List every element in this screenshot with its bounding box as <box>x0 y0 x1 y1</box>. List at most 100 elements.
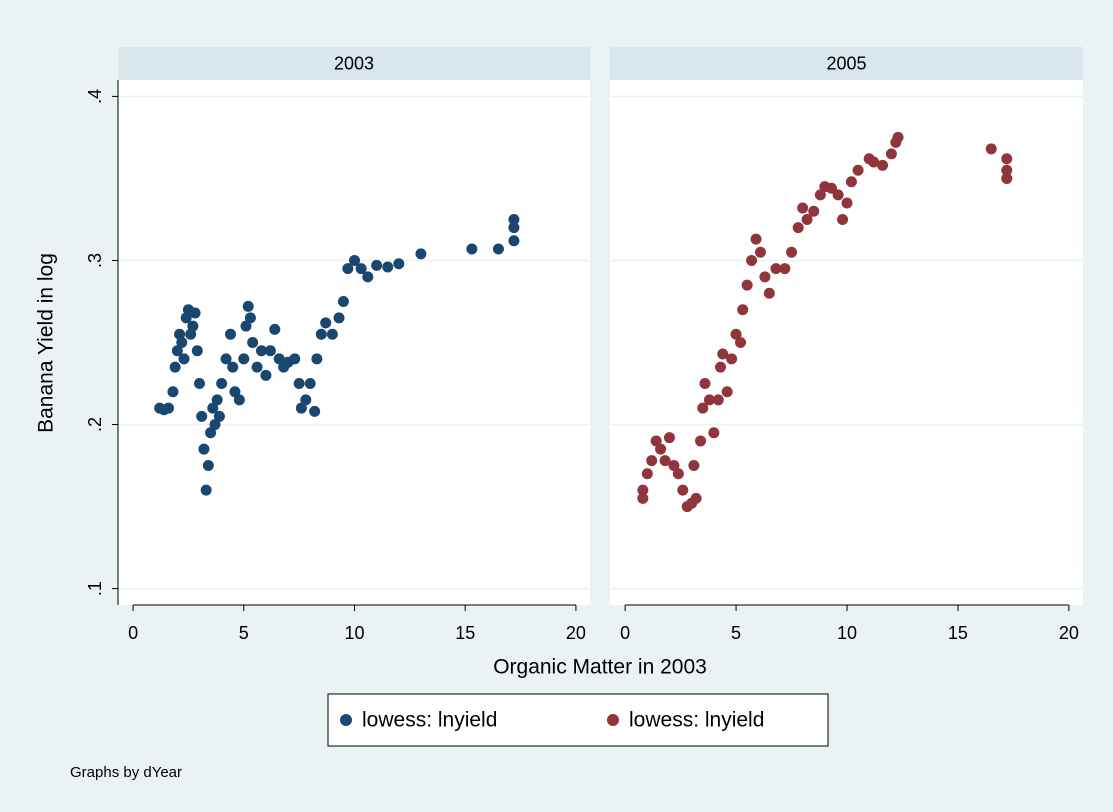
point <box>196 410 208 422</box>
point <box>273 353 285 365</box>
point <box>320 317 332 329</box>
point <box>393 258 405 270</box>
point <box>300 394 312 406</box>
point <box>868 156 880 168</box>
point <box>466 243 478 255</box>
point <box>295 402 307 414</box>
point <box>176 337 188 348</box>
point <box>355 263 367 275</box>
x-tick-label: 5 <box>731 623 741 643</box>
strip <box>610 47 1083 80</box>
point <box>220 353 232 365</box>
point <box>741 279 753 291</box>
point <box>677 484 689 496</box>
strip <box>118 47 590 80</box>
point <box>256 345 267 357</box>
point <box>508 213 520 225</box>
point <box>1001 172 1013 184</box>
point <box>814 189 826 201</box>
point <box>637 484 649 496</box>
point <box>309 405 321 417</box>
point <box>229 386 241 398</box>
point <box>213 410 225 422</box>
point <box>167 386 179 398</box>
y-tick-label: .4 <box>85 89 105 104</box>
point <box>342 263 354 275</box>
legend-marker <box>340 714 352 726</box>
point <box>832 189 844 201</box>
legend-marker <box>607 714 619 726</box>
x-tick-label: 20 <box>566 623 586 643</box>
y-tick-label: .3 <box>85 253 105 268</box>
panel-title: 2005 <box>826 53 866 73</box>
point <box>216 378 228 390</box>
point <box>695 435 707 447</box>
point <box>841 197 853 209</box>
point <box>779 263 791 275</box>
point <box>225 328 236 340</box>
point <box>734 337 746 348</box>
point <box>371 259 383 271</box>
point <box>293 378 305 390</box>
x-tick-label: 15 <box>455 623 475 643</box>
point <box>721 386 733 398</box>
point <box>885 148 897 160</box>
point <box>801 213 813 225</box>
plot-area <box>118 80 590 605</box>
point <box>663 432 675 444</box>
point <box>264 345 276 357</box>
point <box>289 353 301 365</box>
point <box>792 222 804 234</box>
point <box>242 300 254 312</box>
point <box>655 443 667 455</box>
point <box>837 213 849 225</box>
point <box>205 427 217 439</box>
point <box>754 246 766 258</box>
point <box>233 394 245 406</box>
point <box>759 271 771 283</box>
legend-label: lowess: lnyield <box>629 709 764 732</box>
point <box>333 312 345 324</box>
point <box>770 263 782 275</box>
point <box>189 307 201 319</box>
point <box>786 246 798 258</box>
x-tick-label: 0 <box>128 623 138 643</box>
point <box>244 312 256 324</box>
point <box>349 254 360 266</box>
point <box>726 353 738 365</box>
point <box>1001 153 1013 165</box>
point <box>688 460 700 472</box>
point <box>382 261 394 273</box>
legend-label: lowess: lnyield <box>362 709 497 732</box>
point <box>260 369 272 381</box>
point <box>730 328 742 340</box>
point <box>737 304 749 316</box>
point <box>194 378 205 390</box>
point <box>492 243 504 255</box>
point <box>746 254 758 266</box>
point <box>712 394 724 406</box>
point <box>703 394 715 406</box>
point <box>238 353 250 365</box>
point <box>311 353 323 365</box>
panel-title: 2003 <box>334 53 374 73</box>
point <box>269 323 281 335</box>
x-axis-label: Organic Matter in 2003 <box>493 656 707 679</box>
point <box>797 202 809 214</box>
x-tick-label: 10 <box>837 623 857 643</box>
point <box>326 328 338 340</box>
point <box>808 205 820 217</box>
point <box>877 159 889 171</box>
point <box>202 460 214 472</box>
point <box>178 353 190 365</box>
point <box>1001 164 1013 176</box>
point <box>690 492 702 504</box>
point <box>668 460 680 472</box>
point <box>697 402 709 414</box>
point <box>227 361 239 373</box>
y-axis-label: Banana Yield in log <box>35 253 58 433</box>
point <box>845 176 857 188</box>
x-tick-label: 20 <box>1059 623 1079 643</box>
y-tick-label: .1 <box>85 581 105 596</box>
point <box>659 455 671 467</box>
